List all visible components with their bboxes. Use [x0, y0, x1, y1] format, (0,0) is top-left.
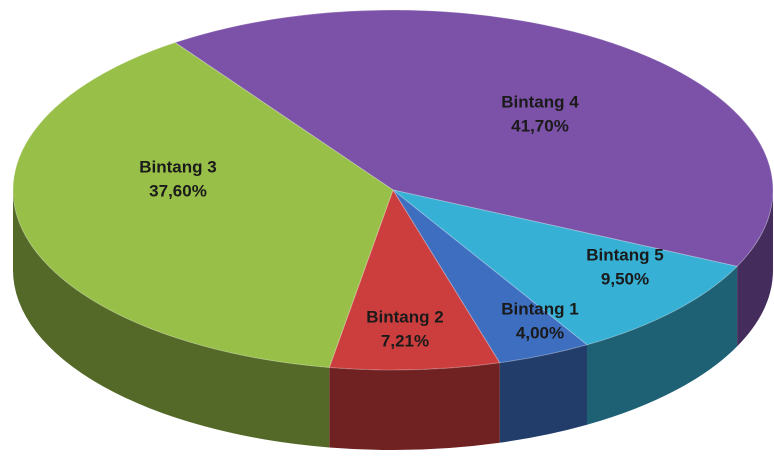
slice-side [586, 266, 738, 425]
pie-slice [392, 189, 739, 346]
slice-label: Bintang 3 [139, 157, 216, 176]
slice-value-label: 9,50% [601, 269, 649, 288]
slice-label: Bintang 2 [366, 307, 443, 326]
slice-label: Bintang 5 [586, 245, 663, 264]
pie-slice [12, 42, 394, 368]
pie-slice [173, 9, 774, 267]
slice-value-label: 4,00% [516, 323, 564, 342]
slice-side [737, 190, 773, 347]
slice-label: Bintang 1 [501, 299, 578, 318]
pie-slice [392, 189, 589, 364]
pie-slice [328, 188, 501, 371]
slice-value-label: 41,70% [511, 116, 569, 135]
slice-side [329, 362, 500, 450]
slice-value-label: 7,21% [381, 331, 429, 350]
slice-side [499, 344, 587, 443]
slice-value-label: 37,60% [149, 181, 207, 200]
slice-label: Bintang 4 [501, 92, 579, 111]
slice-side [13, 190, 330, 448]
